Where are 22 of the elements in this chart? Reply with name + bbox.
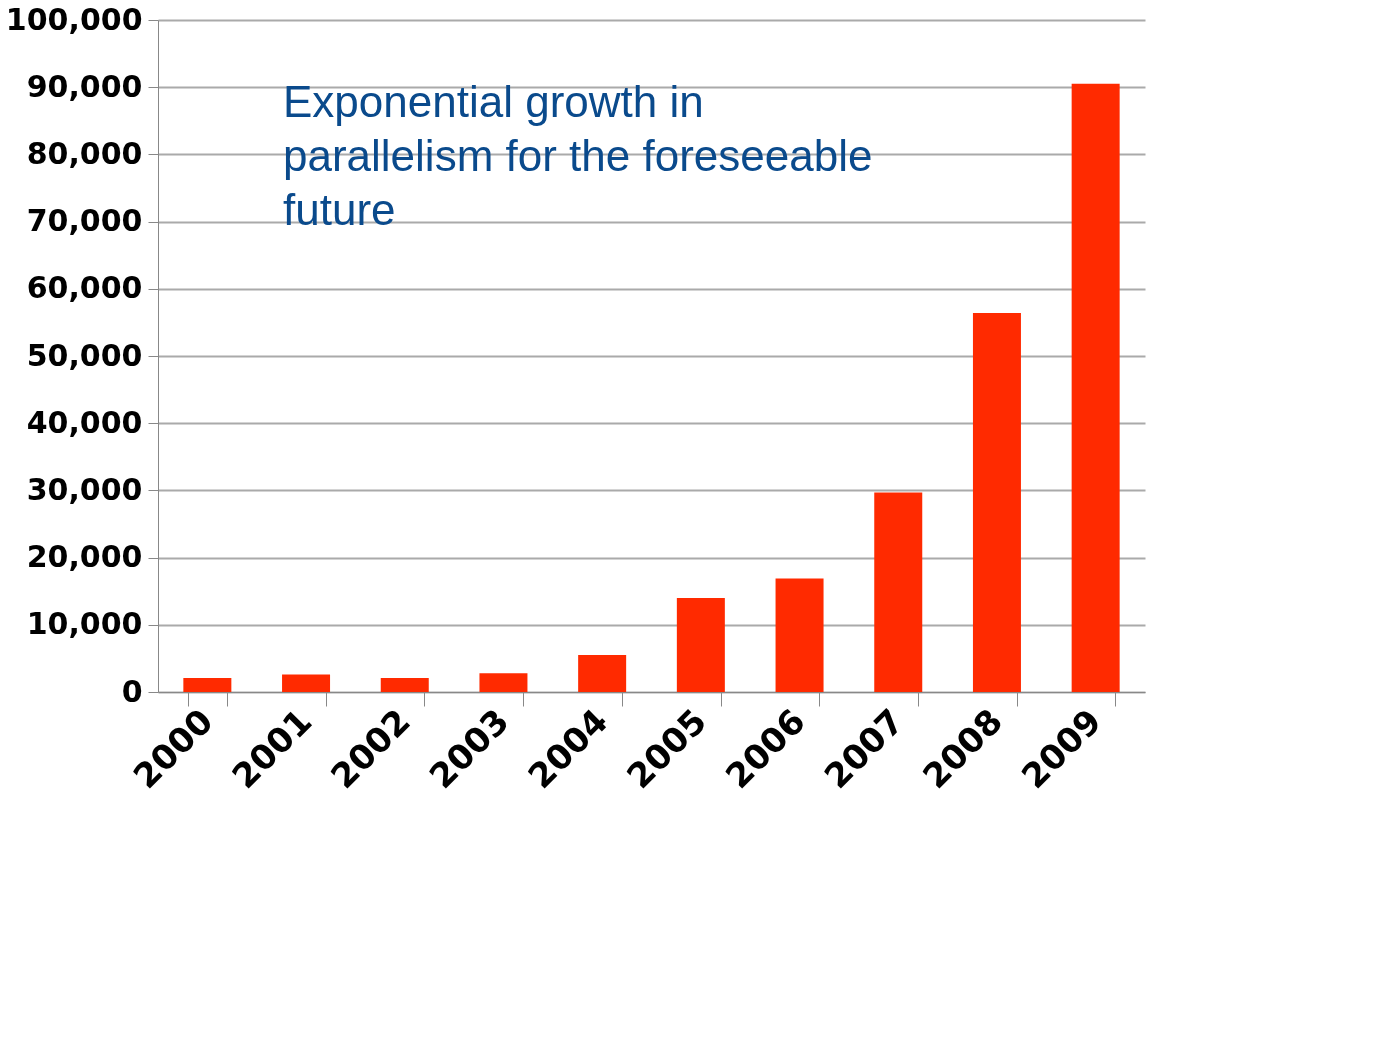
y-tick-label: 90,000 <box>26 68 143 104</box>
y-tick-label: 10,000 <box>26 606 143 642</box>
bar <box>380 677 429 692</box>
y-tick-label: 80,000 <box>26 135 143 171</box>
y-tick-label: 60,000 <box>26 270 143 306</box>
y-tick-label: 100,000 <box>5 1 143 37</box>
y-tick-label: 70,000 <box>26 203 143 239</box>
bar <box>972 312 1021 692</box>
y-tick-label: 20,000 <box>26 539 143 575</box>
bar <box>775 578 824 692</box>
y-tick-label: 50,000 <box>26 337 143 373</box>
bar <box>874 492 923 692</box>
bar <box>676 597 725 692</box>
bar <box>479 673 528 692</box>
bar <box>1071 83 1120 692</box>
y-tick-label: 30,000 <box>26 471 143 507</box>
bar <box>578 655 627 692</box>
y-tick-label: 40,000 <box>26 404 143 440</box>
bar <box>282 674 331 692</box>
y-tick-label: 0 <box>121 673 143 709</box>
bar <box>183 677 232 692</box>
annotation: Exponential growth in parallelism for the foreseeable future <box>283 77 873 234</box>
